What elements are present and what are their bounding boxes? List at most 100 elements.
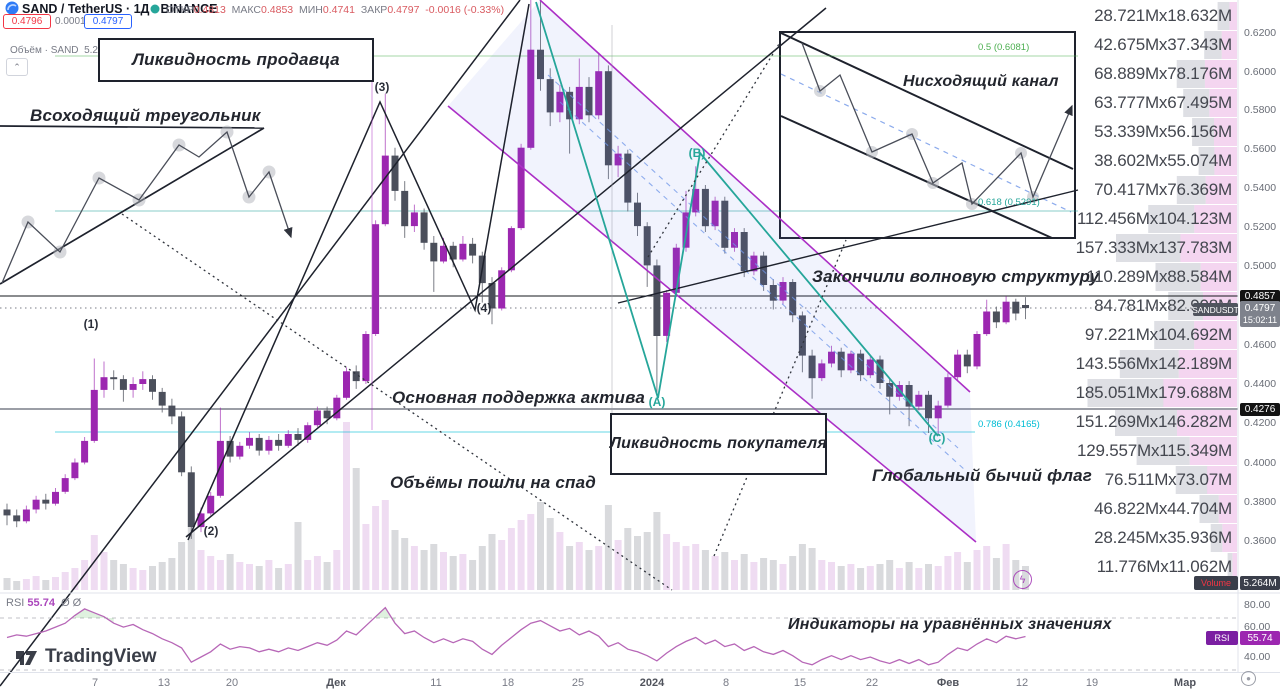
candle[interactable] <box>226 440 234 457</box>
symbol-title[interactable]: SAND / TetherUS · 1Д · BINANCE <box>22 2 218 16</box>
candle[interactable] <box>925 394 932 419</box>
time-axis-label[interactable]: 12 <box>1015 677 1029 689</box>
candle[interactable] <box>119 379 127 390</box>
candle[interactable] <box>149 379 156 392</box>
candle[interactable] <box>401 190 409 227</box>
candle[interactable] <box>789 282 797 316</box>
candle[interactable] <box>197 513 205 528</box>
candle[interactable] <box>1002 301 1010 323</box>
candle[interactable] <box>469 243 477 256</box>
candle[interactable] <box>236 445 244 457</box>
seller-liquidity-box[interactable]: Ликвидность продавца <box>98 38 374 82</box>
candle[interactable] <box>798 315 806 356</box>
candle[interactable] <box>992 311 1000 323</box>
volume-indicator-badge[interactable]: Volume <box>1194 576 1238 590</box>
current-price-badge[interactable]: 0.4797 15:02:11 <box>1240 301 1280 327</box>
candle[interactable] <box>313 410 321 426</box>
abc-wave-line[interactable] <box>535 1 939 437</box>
candle[interactable] <box>13 515 21 522</box>
time-axis-label[interactable]: 2024 <box>639 677 665 689</box>
candle[interactable] <box>187 472 195 528</box>
candle[interactable] <box>178 416 186 473</box>
candle[interactable] <box>81 440 89 463</box>
time-axis-label[interactable]: Дек <box>326 677 346 689</box>
candle[interactable] <box>139 379 147 384</box>
collapse-legend-button[interactable]: ⌃ <box>6 58 28 76</box>
candle[interactable] <box>701 188 709 227</box>
candle[interactable] <box>963 354 971 367</box>
time-axis-label[interactable]: 13 <box>157 677 171 689</box>
candle[interactable] <box>110 377 118 380</box>
buyer-liquidity-box[interactable]: Ликвидность покупателя <box>610 413 827 475</box>
candle[interactable] <box>663 292 671 336</box>
candle[interactable] <box>866 359 874 376</box>
candle[interactable] <box>284 434 292 446</box>
candle[interactable] <box>430 242 438 262</box>
candle[interactable] <box>624 153 632 203</box>
candle[interactable] <box>537 49 544 80</box>
candle[interactable] <box>352 371 360 382</box>
time-axis-label[interactable]: 20 <box>225 677 239 689</box>
candle[interactable] <box>168 405 176 417</box>
candle[interactable] <box>498 270 506 309</box>
time-axis-label[interactable]: 7 <box>91 677 99 689</box>
candle[interactable] <box>61 478 69 492</box>
candle[interactable] <box>52 491 59 504</box>
candle[interactable] <box>207 495 215 514</box>
candle[interactable] <box>372 224 380 334</box>
candle[interactable] <box>983 311 991 335</box>
candle[interactable] <box>808 355 816 379</box>
candle[interactable] <box>721 200 729 248</box>
time-axis-label[interactable]: 8 <box>722 677 730 689</box>
candle[interactable] <box>265 439 273 451</box>
candle[interactable] <box>750 255 758 272</box>
candle[interactable] <box>546 79 554 113</box>
candle[interactable] <box>915 394 923 407</box>
candle[interactable] <box>449 245 457 260</box>
price-badge-04276[interactable]: 0.4276 <box>1240 403 1280 416</box>
candle[interactable] <box>216 440 224 496</box>
candle[interactable] <box>731 232 738 248</box>
main-support-label[interactable]: Основная поддержка актива <box>392 388 646 407</box>
volumes-decline-label[interactable]: Объёмы пошли на спад <box>390 473 596 492</box>
trendline-2-4[interactable] <box>185 7 827 538</box>
descending-channel-label[interactable]: Нисходящий канал <box>903 73 1059 90</box>
candle[interactable] <box>711 200 719 227</box>
candle[interactable] <box>566 91 574 120</box>
finished-wave-label[interactable]: Закончили волновую структуру <box>812 267 1100 286</box>
trendline-flag[interactable] <box>617 189 1079 304</box>
candle[interactable] <box>634 202 641 227</box>
candle[interactable] <box>459 243 467 260</box>
candle[interactable] <box>934 405 942 419</box>
bid-box[interactable]: 0.4796 <box>3 14 51 29</box>
candle[interactable] <box>857 353 865 376</box>
candle[interactable] <box>381 155 389 225</box>
candle[interactable] <box>847 353 855 371</box>
candle[interactable] <box>556 91 564 113</box>
candle[interactable] <box>440 245 447 262</box>
candle[interactable] <box>507 228 515 271</box>
candle[interactable] <box>876 359 884 384</box>
candle[interactable] <box>604 71 612 166</box>
candle[interactable] <box>42 499 50 504</box>
candle[interactable] <box>343 371 350 398</box>
candle[interactable] <box>818 363 826 379</box>
candle[interactable] <box>90 389 98 441</box>
candle[interactable] <box>653 265 661 336</box>
time-axis-label[interactable]: 19 <box>1085 677 1099 689</box>
candle[interactable] <box>333 397 341 419</box>
candle[interactable] <box>837 351 845 371</box>
trendline-steep[interactable] <box>0 0 521 687</box>
candle[interactable] <box>410 212 418 227</box>
candle[interactable] <box>294 434 302 440</box>
candle[interactable] <box>672 247 680 293</box>
candle[interactable] <box>779 282 787 301</box>
candle[interactable] <box>769 285 777 301</box>
candle[interactable] <box>32 499 40 510</box>
candle[interactable] <box>255 437 263 451</box>
flash-trade-icon[interactable]: ϟ <box>1013 570 1032 589</box>
time-axis-label[interactable]: 18 <box>501 677 515 689</box>
candle[interactable] <box>391 155 399 191</box>
candle[interactable] <box>1012 301 1020 314</box>
